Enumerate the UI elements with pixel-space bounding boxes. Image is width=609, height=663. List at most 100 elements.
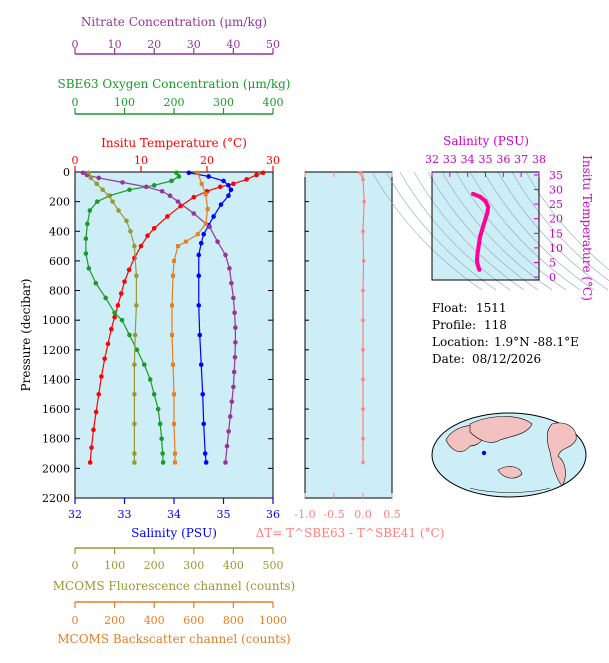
oxygen-point [94, 199, 100, 204]
ts-isopycnal [525, 171, 609, 271]
temperature-point [132, 255, 137, 261]
delta-t-tick-label: 0.0 [354, 508, 372, 521]
oxygen-tick-label: 400 [263, 96, 284, 109]
temperature-point [96, 391, 102, 397]
oxygen-point [155, 406, 161, 412]
temperature-point [145, 233, 150, 239]
salinity-tick-label: 33 [118, 508, 132, 521]
ts-point [483, 216, 488, 221]
oxygen-point [87, 208, 93, 213]
oxygen-point [127, 332, 132, 338]
temperature-point [109, 326, 114, 332]
pressure-tick-label: 1400 [42, 373, 70, 386]
temperature-point [244, 177, 249, 182]
nitrate-point [231, 369, 237, 375]
oxygen-point [119, 317, 125, 323]
fluorescence-point [132, 243, 137, 249]
nitrate-point [215, 239, 220, 244]
ts-point [479, 228, 484, 233]
nitrate-point [233, 340, 238, 345]
date-label: Date: [432, 352, 465, 366]
pressure-tick-label: 600 [49, 255, 70, 268]
ts-point [474, 257, 479, 262]
ts-point [478, 234, 483, 239]
nitrate-tick-label: 0 [72, 38, 79, 51]
ts-salinity-tick-label: 33 [443, 153, 457, 166]
backscatter-point [171, 362, 176, 367]
backscatter-tick-label: 0 [72, 614, 79, 627]
temperature-point [165, 214, 170, 219]
fluorescence-point [132, 391, 137, 397]
oxygen-tick-label: 0 [72, 96, 79, 109]
fluorescence-point [86, 170, 92, 176]
salinity-point [196, 273, 202, 279]
backscatter-point [203, 192, 208, 197]
backscatter-point [199, 181, 204, 186]
ts-temperature-tick-label: 15 [549, 227, 563, 240]
temperature-point [91, 427, 96, 433]
nitrate-point [229, 399, 235, 404]
ts-point [478, 194, 483, 199]
salinity-point [221, 178, 226, 184]
salinity-tick-label: 36 [266, 508, 280, 521]
temperature-point [115, 303, 121, 308]
temperature-point [217, 184, 223, 190]
temperature-point [254, 172, 259, 178]
nitrate-point [227, 266, 232, 271]
fluorescence-point [116, 208, 121, 213]
backscatter-point [205, 207, 210, 212]
fluorescence-point [132, 332, 138, 338]
pressure-tick-label: 2200 [42, 492, 70, 505]
fluorescence-tick-label: 100 [104, 559, 125, 572]
oxygen-point [174, 170, 179, 176]
salinity-point [196, 303, 202, 308]
profile-value: 118 [484, 318, 507, 332]
map-land-asia [469, 416, 533, 443]
nitrate-point [226, 429, 231, 434]
nitrate-point [223, 252, 228, 258]
oxygen-point [160, 460, 166, 465]
backscatter-tick-label: 200 [104, 614, 125, 627]
nitrate-point [191, 211, 197, 216]
pressure-tick-label: 1200 [42, 344, 70, 357]
salinity-tick-label: 35 [217, 508, 231, 521]
salinity-point [198, 362, 204, 367]
fluorescence-point [132, 362, 137, 367]
location-info-row: Location: 1.9°N -88.1°E [432, 335, 579, 349]
nitrate-profile-line [82, 172, 236, 463]
nitrate-point [233, 325, 238, 330]
ts-isopycnal [511, 171, 609, 282]
backscatter-tick-label: 1000 [259, 614, 287, 627]
delta-t-point [362, 199, 366, 204]
ts-isopycnal [385, 171, 497, 291]
delta-t-plot-area [304, 171, 393, 499]
nitrate-tick-label: 40 [226, 38, 240, 51]
backscatter-point [195, 232, 200, 237]
location-label: Location: [432, 335, 489, 349]
backscatter-point [172, 460, 177, 465]
fluorescence-tick-label: 200 [144, 559, 165, 572]
backscatter-point [183, 239, 188, 244]
delta-t-tick-label: -1.0 [294, 508, 315, 521]
salinity-point [197, 332, 203, 338]
delta-t-point [361, 348, 365, 352]
delta-t-point [361, 288, 365, 293]
nitrate-point [231, 384, 236, 390]
map-land-australia [497, 466, 523, 479]
fluorescence-axis-title: MCOMS Fluorescence channel (counts) [53, 579, 296, 593]
backscatter-point [172, 421, 176, 426]
ts-isopycnal [455, 171, 567, 291]
nitrate-point [229, 280, 234, 286]
ts-isopycnal [497, 171, 609, 291]
temperature-point [138, 243, 144, 249]
fluorescence-point [124, 218, 129, 224]
map-land-americas [546, 422, 577, 487]
nitrate-point [227, 414, 233, 419]
nitrate-point [232, 354, 238, 360]
map-antarctic-line [469, 487, 551, 493]
ts-salinity-tick-label: 32 [425, 153, 439, 166]
oxygen-point [85, 221, 90, 227]
temperature-point [89, 445, 94, 450]
delta-t-group: -1.0 -0.5 0.0 0.5 [294, 170, 401, 521]
